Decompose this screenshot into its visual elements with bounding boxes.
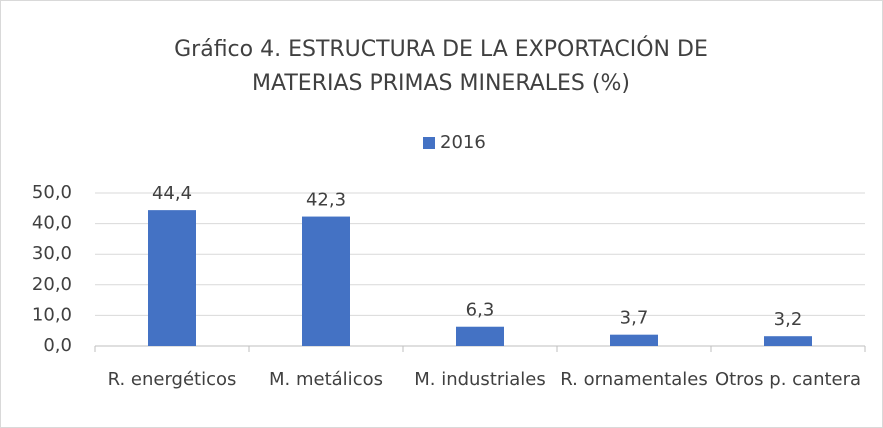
x-tick-label: R. energéticos: [107, 369, 237, 390]
bar: [456, 326, 504, 346]
bar: [610, 334, 658, 346]
x-tick-label: M. industriales: [414, 369, 546, 390]
data-label: 6,3: [466, 300, 495, 321]
y-tick-label: 10,0: [32, 304, 72, 325]
bar: [764, 336, 812, 346]
chart-title: Gráfico 4. ESTRUCTURA DE LA EXPORTACIÓN …: [174, 36, 708, 62]
y-tick-label: 20,0: [32, 274, 72, 295]
bar: [148, 210, 196, 346]
y-tick-label: 0,0: [43, 335, 72, 356]
legend-swatch: [423, 137, 435, 149]
y-tick-label: 40,0: [32, 213, 72, 234]
y-tick-label: 50,0: [32, 182, 72, 203]
x-tick-label: Otros p. cantera: [714, 369, 862, 390]
x-tick-label: R. ornamentales: [560, 369, 708, 390]
data-label: 42,3: [306, 190, 346, 211]
legend-label: 2016: [440, 132, 486, 153]
y-tick-label: 30,0: [32, 243, 72, 264]
x-tick-label: M. metálicos: [269, 369, 383, 390]
data-label: 3,7: [620, 308, 649, 329]
chart-title: MATERIAS PRIMAS MINERALES (%): [252, 71, 630, 96]
data-label: 44,4: [152, 183, 192, 204]
bar: [302, 216, 350, 346]
data-label: 3,2: [774, 309, 803, 330]
